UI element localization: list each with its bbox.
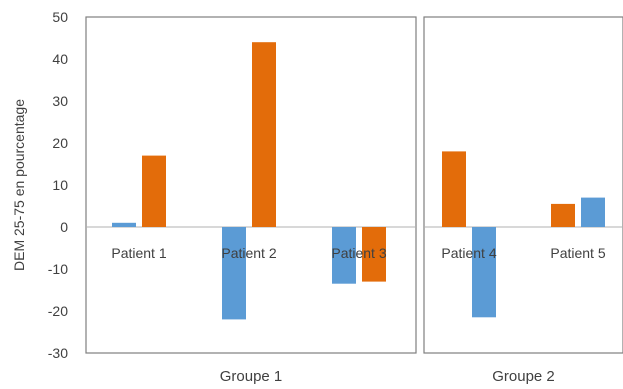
category-labels: Patient 1 Patient 2 Patient 3 Patient 4 Pati… — [111, 245, 605, 261]
bar-patient-3-orange — [362, 227, 386, 282]
group-frames — [85, 16, 623, 354]
bars — [112, 42, 605, 320]
bar-patient-1-orange — [142, 155, 166, 227]
bar-patient-2-orange — [252, 42, 276, 228]
bar-patient-4-blue — [472, 227, 496, 318]
y-axis-title: DEM 25-75 en pourcentage — [11, 99, 27, 271]
bar-patient-5-blue — [581, 197, 605, 227]
group-frame-2 — [423, 16, 623, 354]
category-label: Patient 5 — [550, 245, 605, 261]
y-tick-label: -30 — [48, 345, 68, 361]
group-label-1: Groupe 1 — [220, 368, 283, 385]
y-tick-label: 20 — [52, 135, 68, 151]
category-label: Patient 3 — [331, 245, 386, 261]
y-tick-label: 10 — [52, 177, 68, 193]
bar-patient-3-blue — [332, 227, 356, 284]
y-axis-ticks: 50 40 30 20 10 0 -10 -20 -30 — [48, 9, 68, 361]
group-label-2: Groupe 2 — [492, 368, 555, 385]
y-tick-label: 30 — [52, 93, 68, 109]
category-label: Patient 1 — [111, 245, 166, 261]
y-tick-label: 40 — [52, 51, 68, 67]
bar-patient-1-blue — [112, 222, 136, 227]
group-labels: Groupe 1 Groupe 2 — [220, 368, 555, 385]
bar-patient-5-orange — [551, 203, 575, 227]
bar-patient-4-orange — [442, 151, 466, 227]
y-tick-label: 50 — [52, 9, 68, 25]
y-tick-label: -10 — [48, 261, 68, 277]
category-label: Patient 2 — [221, 245, 276, 261]
group-frame-1 — [85, 16, 417, 354]
y-tick-label: 0 — [60, 219, 68, 235]
bar-patient-2-blue — [222, 227, 246, 320]
category-label: Patient 4 — [441, 245, 496, 261]
y-tick-label: -20 — [48, 303, 68, 319]
